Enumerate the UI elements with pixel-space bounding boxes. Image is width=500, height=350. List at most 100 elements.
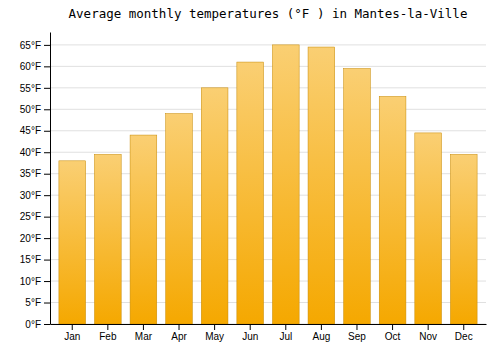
x-axis: Jan Feb Mar Apr May Jun Jul Aug Sep Oct Nov Dec (51, 324, 487, 342)
tick-mark (44, 66, 50, 67)
grid-line (50, 130, 486, 131)
tick: 30°F (20, 190, 50, 201)
tick-mark (44, 281, 50, 282)
tick-mark (44, 195, 50, 196)
tick-label: May (205, 331, 224, 342)
tick-mark (214, 324, 215, 330)
bar (450, 154, 477, 324)
bar (94, 154, 121, 324)
tick: Dec (455, 324, 473, 342)
bar (201, 88, 228, 324)
tick-mark (44, 260, 50, 261)
tick-mark (44, 174, 50, 175)
tick-label: 30°F (20, 190, 41, 201)
tick-mark (463, 324, 464, 330)
tick-mark (44, 88, 50, 89)
tick-mark (285, 324, 286, 330)
tick-label: 55°F (20, 83, 41, 94)
title: Average monthly temperatures (°F ) in Ma… (69, 6, 468, 21)
grid (50, 45, 486, 324)
axis-line (50, 33, 51, 325)
tick-label: Jan (64, 331, 80, 342)
tick-mark (250, 324, 251, 330)
tick: 0°F (25, 319, 50, 330)
tick: Jun (242, 324, 258, 342)
tick-mark (179, 324, 180, 330)
axis-line (51, 324, 487, 325)
tick: 65°F (20, 40, 50, 51)
tick-mark (44, 109, 50, 110)
chart: 0°F 5°F 10°F 15°F 20°F 25°F 30°F 35°F 40°F 45°F 50… (0, 0, 500, 350)
tick: 10°F (20, 276, 50, 287)
tick: Feb (99, 324, 117, 342)
y-axis: 0°F 5°F 10°F 15°F 20°F 25°F 30°F 35°F 40°F 45°F 50… (20, 33, 51, 330)
grid-line (50, 109, 486, 110)
bar (344, 69, 371, 325)
tick-label: 45°F (20, 125, 41, 136)
tick-label: 60°F (20, 61, 41, 72)
tick-label: 50°F (20, 104, 41, 115)
tick-mark (428, 324, 429, 330)
tick-label: Apr (171, 331, 187, 342)
tick-label: Aug (312, 331, 330, 342)
tick: Oct (385, 324, 401, 342)
tick-label: 15°F (20, 254, 41, 265)
tick-label: Mar (135, 331, 153, 342)
tick: Aug (312, 324, 330, 342)
tick-mark (44, 217, 50, 218)
tick-label: 20°F (20, 233, 41, 244)
grid-line (50, 44, 486, 45)
tick: 40°F (20, 147, 50, 158)
tick-mark (44, 152, 50, 153)
tick: Jul (279, 324, 292, 342)
tick: 20°F (20, 233, 50, 244)
tick-mark (356, 324, 357, 330)
tick-mark (44, 131, 50, 132)
tick: Jan (64, 324, 80, 342)
tick-mark (72, 324, 73, 330)
tick: 55°F (20, 83, 50, 94)
tick-mark (321, 324, 322, 330)
tick-mark (44, 303, 50, 304)
tick-label: 0°F (25, 319, 41, 330)
tick: Sep (348, 324, 366, 342)
bar (415, 133, 442, 324)
tick-label: 35°F (20, 168, 41, 179)
tick-mark (44, 45, 50, 46)
bar (237, 62, 264, 324)
tick: Mar (135, 324, 153, 342)
tick-mark (44, 324, 50, 325)
tick: 35°F (20, 168, 50, 179)
tick: Nov (419, 324, 437, 342)
tick-label: Sep (348, 331, 366, 342)
bar (379, 96, 406, 324)
grid-line (50, 66, 486, 67)
tick-label: Jul (279, 331, 292, 342)
plot: 0°F 5°F 10°F 15°F 20°F 25°F 30°F 35°F 40°F 45°F 50… (20, 33, 487, 343)
tick: Apr (171, 324, 187, 342)
bar (272, 45, 299, 324)
grid-line (50, 87, 486, 88)
tick: 60°F (20, 61, 50, 72)
bar (166, 114, 193, 324)
bars (59, 45, 477, 324)
bar (130, 135, 157, 324)
tick-label: Nov (419, 331, 437, 342)
tick: 45°F (20, 125, 50, 136)
tick-mark (107, 324, 108, 330)
tick-mark (143, 324, 144, 330)
tick: May (205, 324, 224, 342)
tick: 25°F (20, 211, 50, 222)
tick-label: Dec (455, 331, 473, 342)
tick: 15°F (20, 254, 50, 265)
tick-label: 5°F (25, 297, 41, 308)
tick: 50°F (20, 104, 50, 115)
tick-label: Feb (99, 331, 117, 342)
tick-mark (44, 238, 50, 239)
tick-label: 40°F (20, 147, 41, 158)
tick-label: Oct (385, 331, 401, 342)
tick-label: 65°F (20, 40, 41, 51)
bar (59, 161, 86, 324)
tick-mark (392, 324, 393, 330)
bar (308, 47, 335, 324)
